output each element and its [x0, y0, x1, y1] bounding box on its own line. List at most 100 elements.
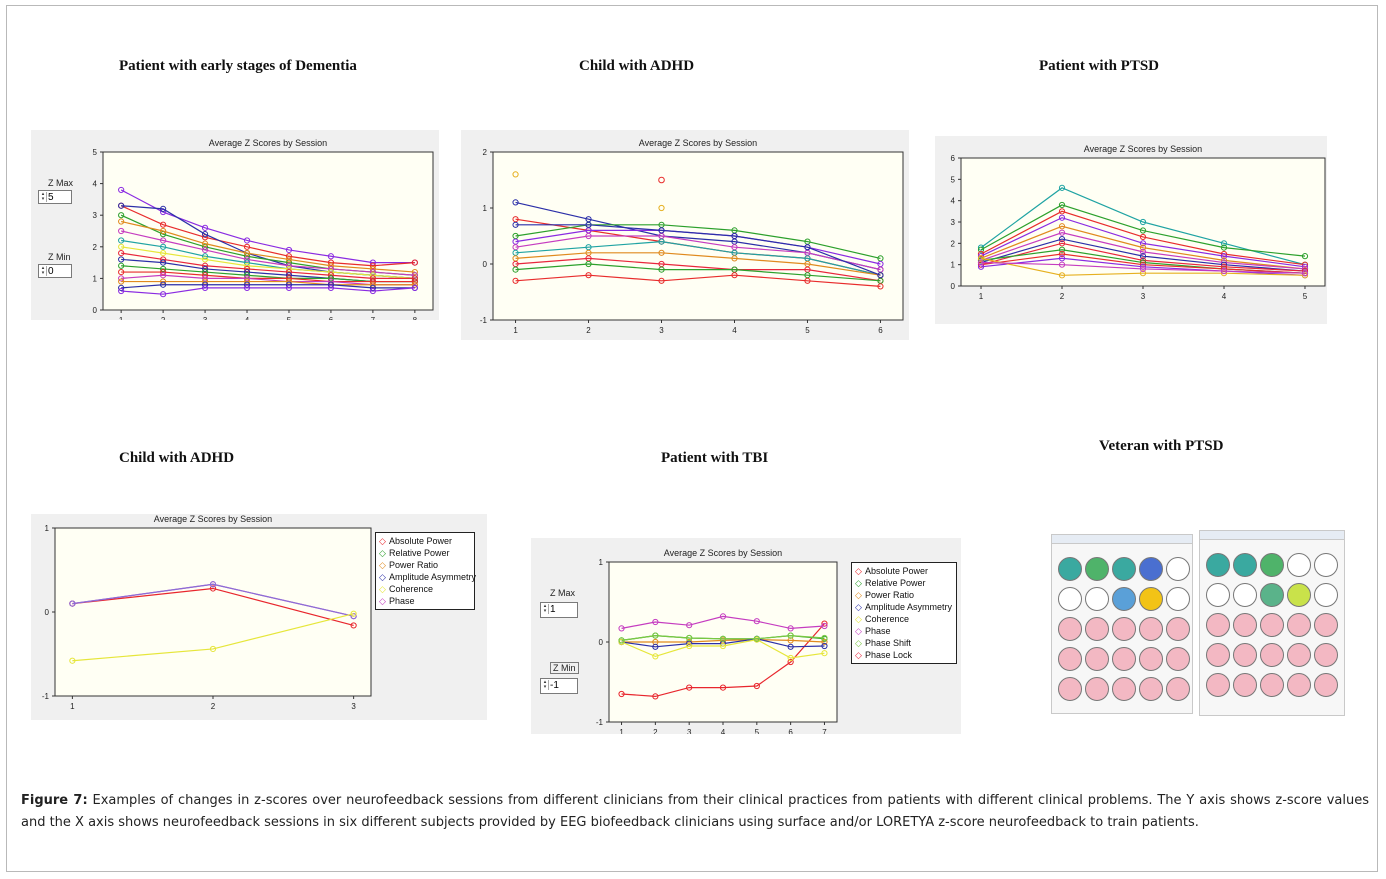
data-point [201, 240, 209, 247]
data-point [652, 643, 659, 650]
data-point [201, 256, 209, 263]
y-tick-label: 0 [45, 608, 50, 617]
caption-text: Examples of changes in z-scores over neu… [21, 793, 1369, 830]
legend-item: ◇ Relative Power [855, 577, 953, 589]
data-point [652, 653, 659, 660]
legend-marker-icon: ◇ [855, 638, 862, 648]
data-point [1058, 184, 1066, 191]
legend-item: ◇ Coherence [855, 613, 953, 625]
data-point [719, 635, 727, 642]
y-tick-label: 1 [93, 274, 98, 283]
head-map-icon [1166, 617, 1190, 641]
data-point [369, 287, 376, 295]
spinner-icon[interactable]: ▴ ▾ [40, 192, 47, 202]
data-point [1139, 233, 1147, 241]
spinner-icon[interactable]: ▴ ▾ [40, 266, 47, 276]
head-map-icon [1166, 557, 1190, 581]
head-map-icon [1058, 677, 1082, 701]
head-map-icon [1233, 553, 1257, 577]
series-line [120, 205, 415, 267]
x-tick-label: 1 [619, 728, 624, 734]
series-line [980, 232, 1306, 270]
head-map-icon [1233, 613, 1257, 637]
data-point [285, 246, 293, 254]
head-map-icon [1166, 587, 1190, 611]
spinner-icon[interactable]: ▴ ▾ [542, 680, 549, 690]
head-map-icon [1260, 553, 1284, 577]
data-point [719, 684, 727, 691]
plot-area [102, 151, 434, 311]
data-point [512, 221, 519, 228]
head-map-icon [1287, 613, 1311, 637]
legend-label: Coherence [865, 614, 910, 624]
zmax-label: Z Max [550, 588, 576, 598]
legend-marker-icon: ◇ [855, 566, 862, 576]
spinner-icon[interactable]: ▴ ▾ [542, 604, 549, 614]
series-line [515, 274, 881, 287]
series-line [121, 246, 415, 279]
x-tick-label: 2 [211, 702, 216, 711]
x-tick-label: 3 [1141, 292, 1146, 301]
y-tick-label: 1 [45, 524, 50, 533]
data-point [1058, 208, 1066, 215]
legend-marker-icon: ◇ [855, 590, 862, 600]
chart-title: Average Z Scores by Session [664, 548, 782, 558]
plot-area [54, 527, 372, 697]
zmin-input[interactable]: ▴ ▾ -1 [540, 678, 578, 694]
head-map-icon [1233, 643, 1257, 667]
chart-svg-tbi: Average Z Scores by Session -1 0 1 1 2 3 4 5 6 7 [596, 548, 838, 734]
series-line [621, 634, 825, 641]
legend-marker-icon: ◇ [379, 548, 386, 558]
y-tick-label: 1 [599, 558, 604, 567]
data-point [821, 642, 828, 650]
panel-title-tbi: Patient with TBI [661, 450, 769, 466]
data-point [1139, 218, 1147, 226]
series-line [980, 210, 1306, 266]
data-point [243, 237, 251, 244]
zmax-input[interactable]: ▴ ▾ 1 [540, 602, 578, 618]
data-point [118, 237, 125, 244]
data-point [658, 204, 665, 212]
y-tick-label: 5 [951, 175, 956, 184]
data-point [1058, 246, 1066, 253]
x-tick-label: 2 [653, 728, 658, 734]
series-line [121, 284, 415, 289]
data-point [201, 246, 209, 254]
chart-svg-adhd-1: Average Z Scores by Session -1 0 1 2 1 2 3 4 5 6 [480, 138, 904, 335]
zmax-label: Z Max [48, 178, 74, 188]
data-point [787, 643, 794, 650]
brain-map-screenshot-1 [1051, 534, 1193, 714]
y-tick-label: 2 [483, 148, 488, 157]
chart-svg-ptsd: Average Z Scores by Session 0 1 2 3 4 5 6 1 2 3 4 5 [951, 144, 1326, 301]
series-line [121, 230, 415, 276]
series-line [121, 252, 415, 279]
data-point [585, 260, 592, 268]
chart-title: Average Z Scores by Session [639, 138, 757, 148]
chart-svg-adhd-2: Average Z Scores by Session -1 0 1 1 2 3 [42, 514, 372, 711]
data-point [285, 284, 293, 291]
legend-label: Absolute Power [389, 536, 453, 546]
brain-map-screenshot-2 [1199, 530, 1345, 716]
data-point [719, 642, 727, 650]
head-map-icon [1314, 643, 1338, 667]
zmin-input[interactable]: ▴ ▾ 0 [38, 264, 72, 278]
data-point [201, 284, 209, 291]
head-map-icon [1139, 677, 1163, 701]
head-map-icon [1058, 587, 1082, 611]
zmax-input[interactable]: ▴ ▾ 5 [38, 190, 72, 204]
data-point [118, 262, 125, 269]
data-point [731, 255, 738, 262]
series-line [72, 613, 354, 662]
legend-marker-icon: ◇ [379, 560, 386, 570]
data-point [1139, 270, 1147, 277]
series-line [980, 225, 1306, 270]
figure-caption: Figure 7: Examples of changes in z-score… [21, 790, 1369, 834]
head-map-icon [1206, 613, 1230, 637]
series-line [621, 623, 825, 698]
x-tick-label: 3 [203, 316, 208, 320]
series-line [515, 263, 881, 282]
data-point [160, 259, 167, 266]
data-point [209, 645, 217, 653]
y-tick-label: 0 [951, 282, 956, 291]
legend-item: ◇ Amplitude Asymmetry [855, 601, 953, 613]
